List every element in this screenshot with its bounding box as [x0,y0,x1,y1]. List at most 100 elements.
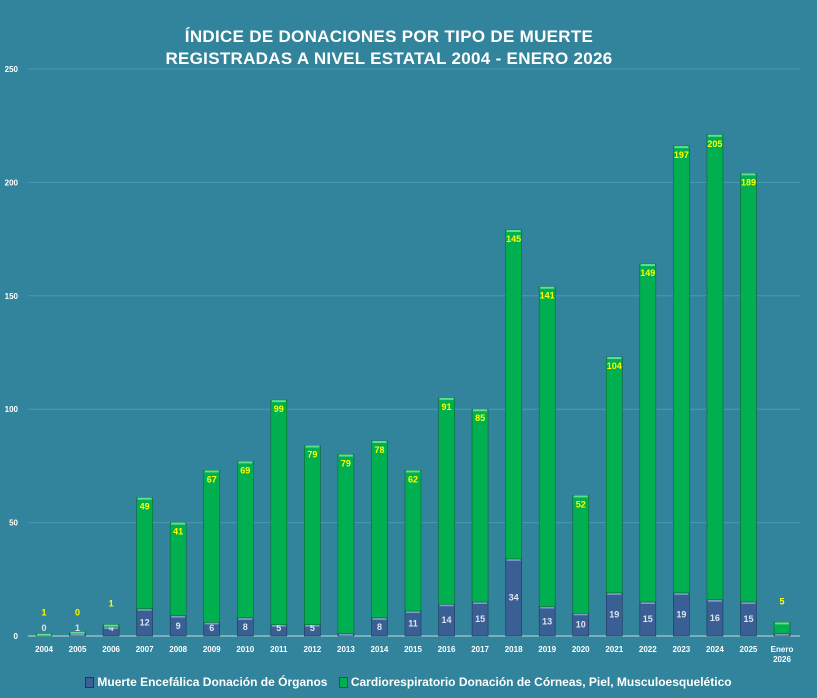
data-label-muerte-encefalica: 5 [310,623,315,633]
data-label-muerte-encefalica: 4 [109,623,114,633]
bar-highlight [37,633,51,636]
bar-cardiorespiratorio [337,454,355,635]
data-label-cardiorespiratorio: 1 [109,599,114,609]
data-label-cardiorespiratorio: 104 [607,361,622,371]
bar-cardiorespiratorio [538,286,556,607]
data-label-muerte-encefalica: 15 [643,614,653,624]
x-tick-label: 2023 [672,645,690,654]
x-tick-label: 2021 [605,645,623,654]
bar-highlight [171,615,186,618]
data-label-cardiorespiratorio: 205 [707,139,722,149]
data-label-muerte-encefalica: 6 [209,623,214,633]
data-label-muerte-encefalica: 5 [276,623,281,633]
bar-cardiorespiratorio [740,173,757,603]
data-label-muerte-encefalica: 19 [676,609,686,619]
bar-cardiorespiratorio [270,399,288,625]
bar-highlight [573,613,588,616]
bar-cardiorespiratorio [572,495,590,614]
x-tick-label: 2007 [136,645,154,654]
bar-cardiorespiratorio [505,229,522,560]
data-label-cardiorespiratorio: 85 [475,413,485,423]
bar-highlight [506,230,521,233]
y-tick-label: 100 [5,405,19,414]
data-label-cardiorespiratorio: 1 [41,608,46,618]
legend-label: Muerte Encefálica Donación de Órganos [97,675,328,689]
data-label-muerte-encefalica: 0 [41,623,46,633]
y-tick-label: 150 [5,292,19,301]
x-tick-label: 2024 [706,645,724,654]
y-tick-label: 50 [9,519,18,528]
bar-highlight [741,601,756,604]
data-label-muerte-encefalica: 15 [475,614,485,624]
legend-item-cardiorespiratorio: Cardiorespiratorio Donación de Córneas, … [338,675,732,689]
bar-cardiorespiratorio [404,470,422,612]
x-tick-label: 2012 [303,645,321,654]
data-label-cardiorespiratorio: 0 [75,608,80,618]
data-label-cardiorespiratorio: 5 [779,596,784,606]
bar-highlight [104,626,119,629]
data-label-cardiorespiratorio: 67 [207,474,217,484]
x-tick-label: 2005 [69,645,87,654]
data-label-cardiorespiratorio: 78 [374,445,384,455]
legend-swatch-green [338,676,348,688]
data-label-cardiorespiratorio: 189 [741,177,756,187]
data-label-cardiorespiratorio: 79 [307,449,317,459]
data-label-muerte-encefalica: 10 [576,620,586,630]
bar-highlight [607,592,622,595]
data-label-muerte-encefalica: 1 [75,623,80,633]
x-tick-label: Enero [771,645,794,654]
x-tick-label: 2026 [773,655,791,664]
bar-highlight [473,601,488,604]
x-tick-label: 2017 [471,645,489,654]
data-label-cardiorespiratorio: 41 [173,527,183,537]
bar-highlight [540,606,555,609]
bar-cardiorespiratorio [236,461,254,619]
bar-highlight [473,409,488,412]
bar-highlight [204,622,219,625]
bar-highlight [104,624,119,627]
bar-highlight [439,604,454,607]
bar-highlight [640,264,655,267]
bar-highlight [674,146,689,149]
data-label-cardiorespiratorio: 149 [640,268,655,278]
data-label-muerte-encefalica: 8 [377,622,382,632]
data-label-cardiorespiratorio: 49 [140,502,150,512]
bar-cardiorespiratorio [136,497,153,610]
data-label-cardiorespiratorio: 52 [576,499,586,509]
bar-highlight [305,445,320,448]
bar-cardiorespiratorio [639,263,657,603]
data-label-cardiorespiratorio: 99 [274,404,284,414]
bar-cardiorespiratorio [706,134,724,601]
bar-cardiorespiratorio [673,145,690,594]
bar-highlight [573,495,588,498]
legend-label: Cardiorespiratorio Donación de Córneas, … [350,675,732,689]
bar-cardiorespiratorio [605,356,623,594]
x-tick-label: 2009 [203,645,221,654]
data-label-muerte-encefalica: 34 [509,592,519,602]
bar-highlight [775,633,789,636]
chart-title-line-1: ÍNDICE DE DONACIONES POR TIPO DE MUERTE [184,27,594,46]
x-tick-label: 2008 [169,645,187,654]
data-label-cardiorespiratorio: 91 [442,402,452,412]
data-label-muerte-encefalica: 12 [140,617,150,627]
bar-cardiorespiratorio [471,408,489,603]
bar-highlight [171,522,186,525]
bar-cardiorespiratorio [304,445,321,625]
y-tick-label: 0 [14,632,19,641]
x-tick-label: 2025 [740,645,758,654]
bar-highlight [372,440,387,443]
x-tick-label: 2020 [572,645,590,654]
bar-highlight [506,558,521,561]
y-tick-label: 250 [5,65,19,74]
bar-cardiorespiratorio [438,397,455,605]
bar-highlight [741,173,756,176]
data-label-cardiorespiratorio: 62 [408,474,418,484]
x-tick-label: 2004 [35,645,53,654]
bar-highlight [70,633,85,636]
x-tick-label: 2006 [102,645,120,654]
bar-cardiorespiratorio [371,440,388,619]
bar-highlight [271,400,286,403]
data-label-cardiorespiratorio: 197 [674,150,689,160]
bar-highlight [338,633,353,636]
bar-cardiorespiratorio [203,470,221,623]
